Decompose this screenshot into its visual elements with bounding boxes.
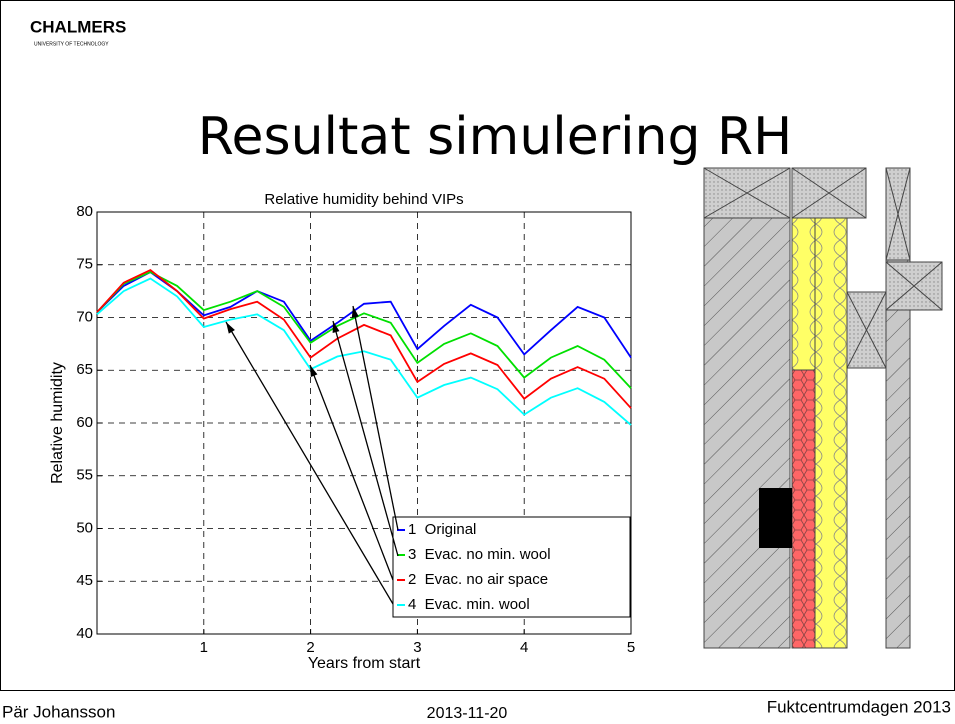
x-tick-label: 4 — [520, 639, 528, 656]
chart-title: Relative humidity behind VIPs — [264, 191, 463, 208]
arrow-head — [310, 365, 318, 377]
y-tick-label: 80 — [76, 203, 93, 220]
legend-label: 4 Evac. min. wool — [408, 596, 530, 613]
arrow-head — [226, 322, 235, 334]
annotation-arrow — [225, 321, 394, 605]
footer-author: Pär Johansson — [2, 702, 115, 721]
annotation-arrow — [309, 364, 394, 581]
series-line — [96, 268, 632, 409]
y-tick-label: 55 — [76, 467, 93, 484]
series-line — [96, 271, 632, 389]
y-tick-label: 60 — [76, 414, 93, 431]
arrow-head — [351, 306, 359, 318]
legend-box — [392, 516, 631, 618]
y-tick-label: 50 — [76, 519, 93, 536]
y-tick-label: 65 — [76, 361, 93, 378]
logo: CHALMERS — [30, 17, 126, 36]
y-axis-label: Relative humidity — [49, 362, 66, 484]
wall-diagram — [703, 167, 943, 649]
y-tick-label: 40 — [76, 625, 93, 642]
footer-event: Fuktcentrumdagen 2013 — [767, 697, 951, 716]
x-tick-label: 2 — [306, 639, 314, 656]
x-axis-label: Years from start — [308, 655, 421, 672]
x-tick-label: 3 — [413, 639, 421, 656]
x-tick-label: 5 — [627, 639, 635, 656]
y-tick-label: 45 — [76, 572, 93, 589]
annotation-arrow — [332, 320, 399, 557]
x-tick-label: 1 — [200, 639, 208, 656]
y-tick-label: 70 — [76, 308, 93, 325]
legend-label: 1 Original — [408, 521, 476, 538]
footer-date: 2013-11-20 — [427, 705, 508, 722]
plot-frame — [96, 211, 632, 635]
y-tick-label: 75 — [76, 256, 93, 273]
annotation-arrow — [352, 305, 399, 531]
legend-label: 2 Evac. no air space — [408, 571, 548, 588]
slide-title: Resultat simulering RH — [198, 107, 793, 167]
series-line — [96, 277, 632, 426]
legend-label: 3 Evac. no min. wool — [408, 546, 551, 563]
logo-subtitle: UNIVERSITY OF TECHNOLOGY — [34, 41, 109, 47]
arrow-head — [332, 321, 340, 333]
